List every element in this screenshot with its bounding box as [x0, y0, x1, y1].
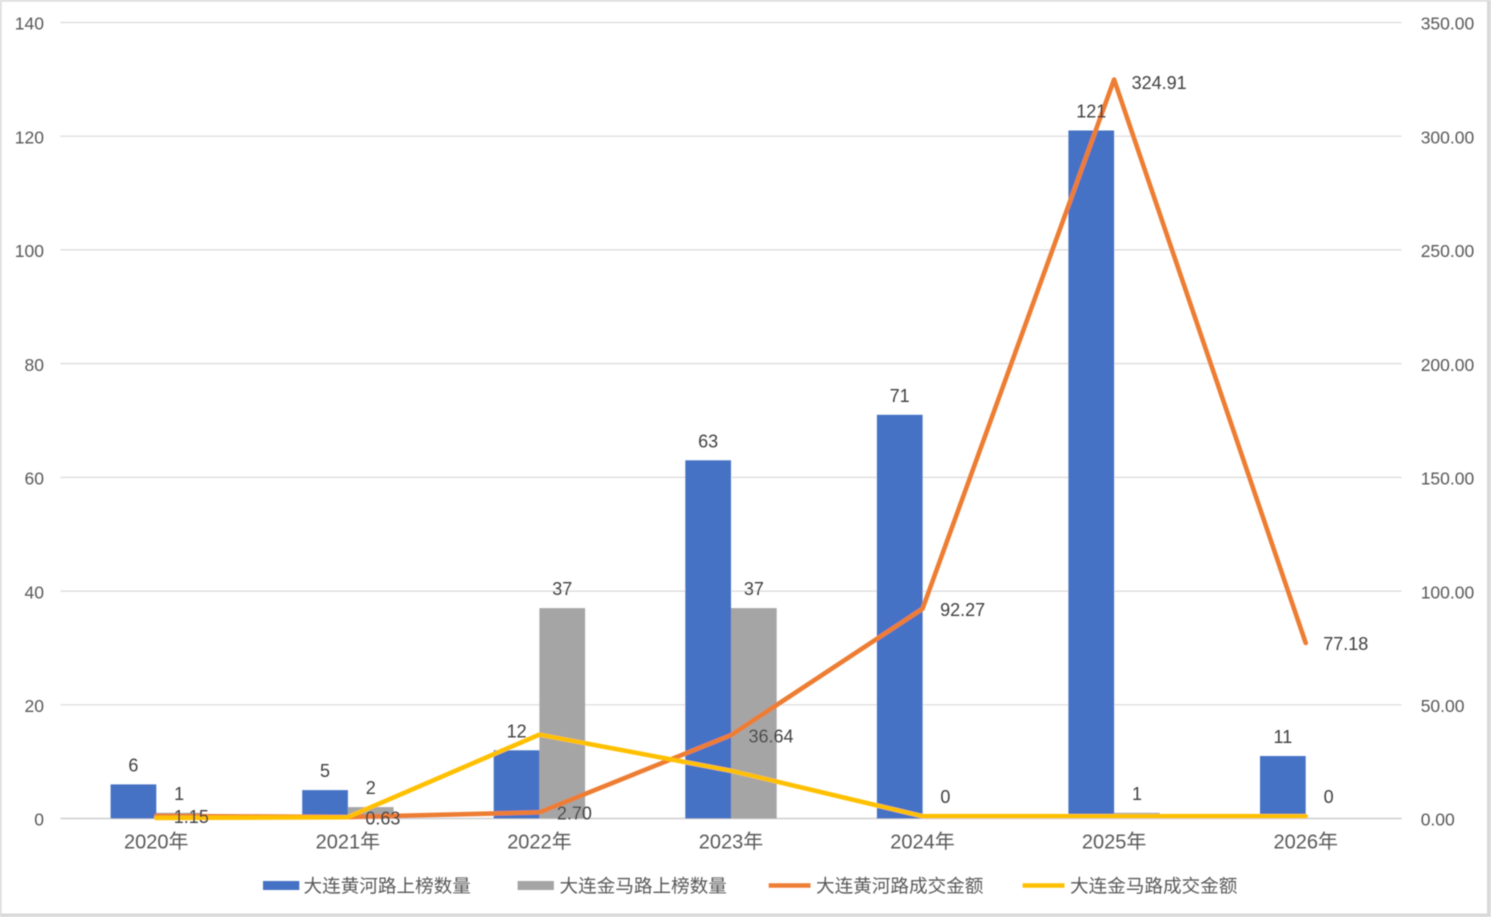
svg-text:37: 37 — [744, 579, 764, 599]
svg-text:0: 0 — [940, 787, 950, 807]
svg-text:1: 1 — [1132, 784, 1142, 804]
svg-text:2025: 2025 — [1082, 831, 1127, 853]
svg-text:350.00: 350.00 — [1421, 14, 1475, 34]
svg-text:36.64: 36.64 — [749, 726, 794, 746]
svg-text:5: 5 — [320, 761, 330, 781]
svg-text:12: 12 — [507, 721, 527, 741]
svg-text:120: 120 — [15, 127, 44, 147]
svg-text:0.63: 0.63 — [365, 808, 400, 828]
svg-text:150.00: 150.00 — [1421, 469, 1475, 489]
svg-text:0: 0 — [34, 810, 44, 830]
svg-text:6: 6 — [128, 755, 138, 775]
svg-text:2: 2 — [366, 778, 376, 798]
svg-text:250.00: 250.00 — [1421, 241, 1475, 261]
svg-text:140: 140 — [15, 14, 44, 34]
svg-text:20: 20 — [25, 696, 45, 716]
svg-text:71: 71 — [890, 386, 910, 406]
svg-text:60: 60 — [25, 469, 45, 489]
svg-text:80: 80 — [25, 355, 45, 375]
svg-text:0.00: 0.00 — [1421, 810, 1455, 830]
svg-text:100: 100 — [15, 241, 44, 261]
svg-text:63: 63 — [698, 431, 718, 451]
svg-text:200.00: 200.00 — [1421, 355, 1475, 375]
svg-text:121: 121 — [1076, 102, 1106, 122]
svg-text:300.00: 300.00 — [1421, 127, 1475, 147]
svg-text:92.27: 92.27 — [940, 600, 985, 620]
svg-text:37: 37 — [552, 579, 572, 599]
svg-text:2020: 2020 — [124, 831, 169, 853]
svg-text:2.70: 2.70 — [557, 804, 592, 824]
svg-text:2026: 2026 — [1274, 831, 1319, 853]
svg-text:50.00: 50.00 — [1421, 696, 1465, 716]
svg-text:1.15: 1.15 — [174, 807, 209, 827]
svg-text:2021: 2021 — [316, 831, 361, 853]
svg-text:0: 0 — [1324, 787, 1334, 807]
svg-text:1: 1 — [174, 784, 184, 804]
svg-text:2022: 2022 — [507, 831, 552, 853]
svg-text:40: 40 — [25, 582, 45, 602]
svg-text:2024: 2024 — [890, 831, 935, 853]
svg-text:324.91: 324.91 — [1132, 73, 1187, 93]
svg-text:77.18: 77.18 — [1323, 634, 1368, 654]
svg-text:11: 11 — [1274, 727, 1293, 747]
svg-text:100.00: 100.00 — [1421, 582, 1475, 602]
svg-text:2023: 2023 — [699, 831, 744, 853]
